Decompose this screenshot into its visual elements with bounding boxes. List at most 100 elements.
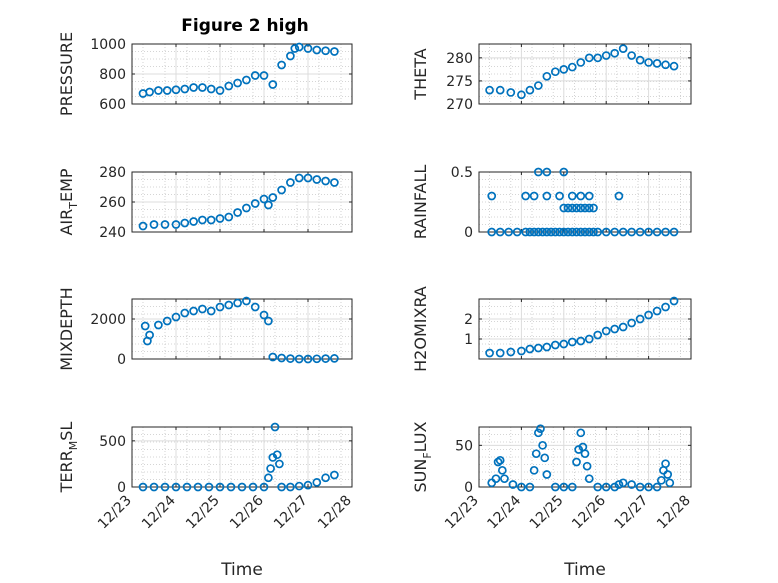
y-tick-label: 1 xyxy=(464,332,473,348)
data-point xyxy=(656,475,666,485)
ylabel-0: PRESSURE xyxy=(57,32,76,116)
data-point xyxy=(610,227,620,237)
data-point xyxy=(171,312,181,322)
data-point xyxy=(138,221,148,231)
y-tick-label: 50 xyxy=(455,438,473,454)
subplot-7: 0 50 SUNFLUX 12/23 12/24 12/25 12/26 12/27 12/28… xyxy=(411,421,694,580)
axes-frame xyxy=(131,298,353,360)
data-point xyxy=(224,81,234,91)
data-point xyxy=(614,191,624,201)
data-point xyxy=(237,482,247,492)
data-point xyxy=(277,353,286,363)
y-tick-label: 2 xyxy=(464,312,473,328)
data-point xyxy=(563,203,573,213)
y-tick-label: 0 xyxy=(464,225,473,241)
data-point xyxy=(512,227,522,237)
data-point xyxy=(576,336,586,346)
subplot-4: 0 2000 MIXDEPTH xyxy=(57,287,353,371)
data-point xyxy=(193,482,203,492)
data-point xyxy=(321,473,330,483)
data-point xyxy=(538,227,547,237)
data-point xyxy=(584,203,594,213)
ylabel-2: AIRTEMP xyxy=(57,168,80,235)
data-point xyxy=(534,167,543,177)
ylabel-6: TERRMSL xyxy=(57,422,80,494)
ylabel-1: THETA xyxy=(411,48,430,100)
data-point xyxy=(665,478,675,488)
data-point xyxy=(495,348,505,358)
data-point xyxy=(567,203,577,213)
data-point xyxy=(206,215,216,225)
y-tick-label: 2000 xyxy=(90,312,126,328)
data-point xyxy=(593,53,603,63)
ylabel-5: H2OMIXRA xyxy=(411,286,430,372)
data-point xyxy=(321,46,330,56)
y-tick-label: 270 xyxy=(446,97,473,113)
data-point xyxy=(627,318,636,328)
data-point xyxy=(189,217,198,226)
data-point xyxy=(559,227,569,237)
data-point xyxy=(550,482,560,492)
data-point xyxy=(303,173,313,183)
data-point xyxy=(321,354,330,363)
y-tick-label: 500 xyxy=(99,434,126,450)
data-point xyxy=(614,480,624,489)
data-point xyxy=(542,227,552,237)
data-point xyxy=(652,306,662,316)
data-point xyxy=(601,51,611,60)
data-point xyxy=(661,302,670,312)
data-point xyxy=(661,60,670,70)
data-point xyxy=(644,482,653,492)
data-point xyxy=(550,340,560,350)
data-point xyxy=(517,482,526,492)
data-point xyxy=(529,191,539,201)
data-point xyxy=(294,42,304,52)
data-point xyxy=(534,343,543,353)
data-point xyxy=(226,482,236,492)
data-point xyxy=(145,330,154,340)
data-point xyxy=(669,227,679,237)
data-point xyxy=(584,191,594,201)
y-tick-label: 260 xyxy=(99,195,126,211)
data-point xyxy=(559,167,569,177)
data-point xyxy=(601,482,611,492)
data-point xyxy=(504,227,514,237)
data-point xyxy=(312,175,322,184)
data-point xyxy=(224,212,234,222)
data-point xyxy=(576,191,586,201)
data-point xyxy=(286,178,295,187)
axes-frame xyxy=(478,43,692,105)
subplot-3: 0 0.5 RAINFALL xyxy=(411,165,692,241)
data-point xyxy=(330,354,339,363)
data-point xyxy=(521,191,530,201)
data-point xyxy=(593,330,603,340)
x-tick-label: 12/26 xyxy=(227,492,267,532)
data-point xyxy=(215,302,225,312)
xlabel-6: Time xyxy=(220,560,263,580)
data-point xyxy=(572,203,581,213)
data-point xyxy=(233,298,242,308)
data-point xyxy=(268,193,278,202)
data-point xyxy=(576,227,586,237)
data-point xyxy=(567,191,577,201)
data-point xyxy=(525,227,535,237)
x-tick-label: 12/28 xyxy=(315,493,355,533)
data-point xyxy=(580,203,590,213)
data-point xyxy=(601,227,611,237)
data-point xyxy=(559,203,569,213)
y-tick-label: 1000 xyxy=(90,37,126,53)
x-tick-label: 12/27 xyxy=(612,493,652,533)
data-point xyxy=(198,215,207,225)
data-point xyxy=(242,296,251,306)
data-point xyxy=(669,296,679,306)
data-point xyxy=(275,459,284,469)
data-point xyxy=(618,227,628,237)
data-point xyxy=(542,342,552,352)
y-tick-label: 0 xyxy=(464,480,473,496)
subplot-2: 240 260 280 AIRTEMP xyxy=(57,165,353,241)
data-point xyxy=(330,47,339,56)
data-point xyxy=(189,306,198,316)
data-point xyxy=(663,470,673,479)
data-point xyxy=(272,450,282,460)
